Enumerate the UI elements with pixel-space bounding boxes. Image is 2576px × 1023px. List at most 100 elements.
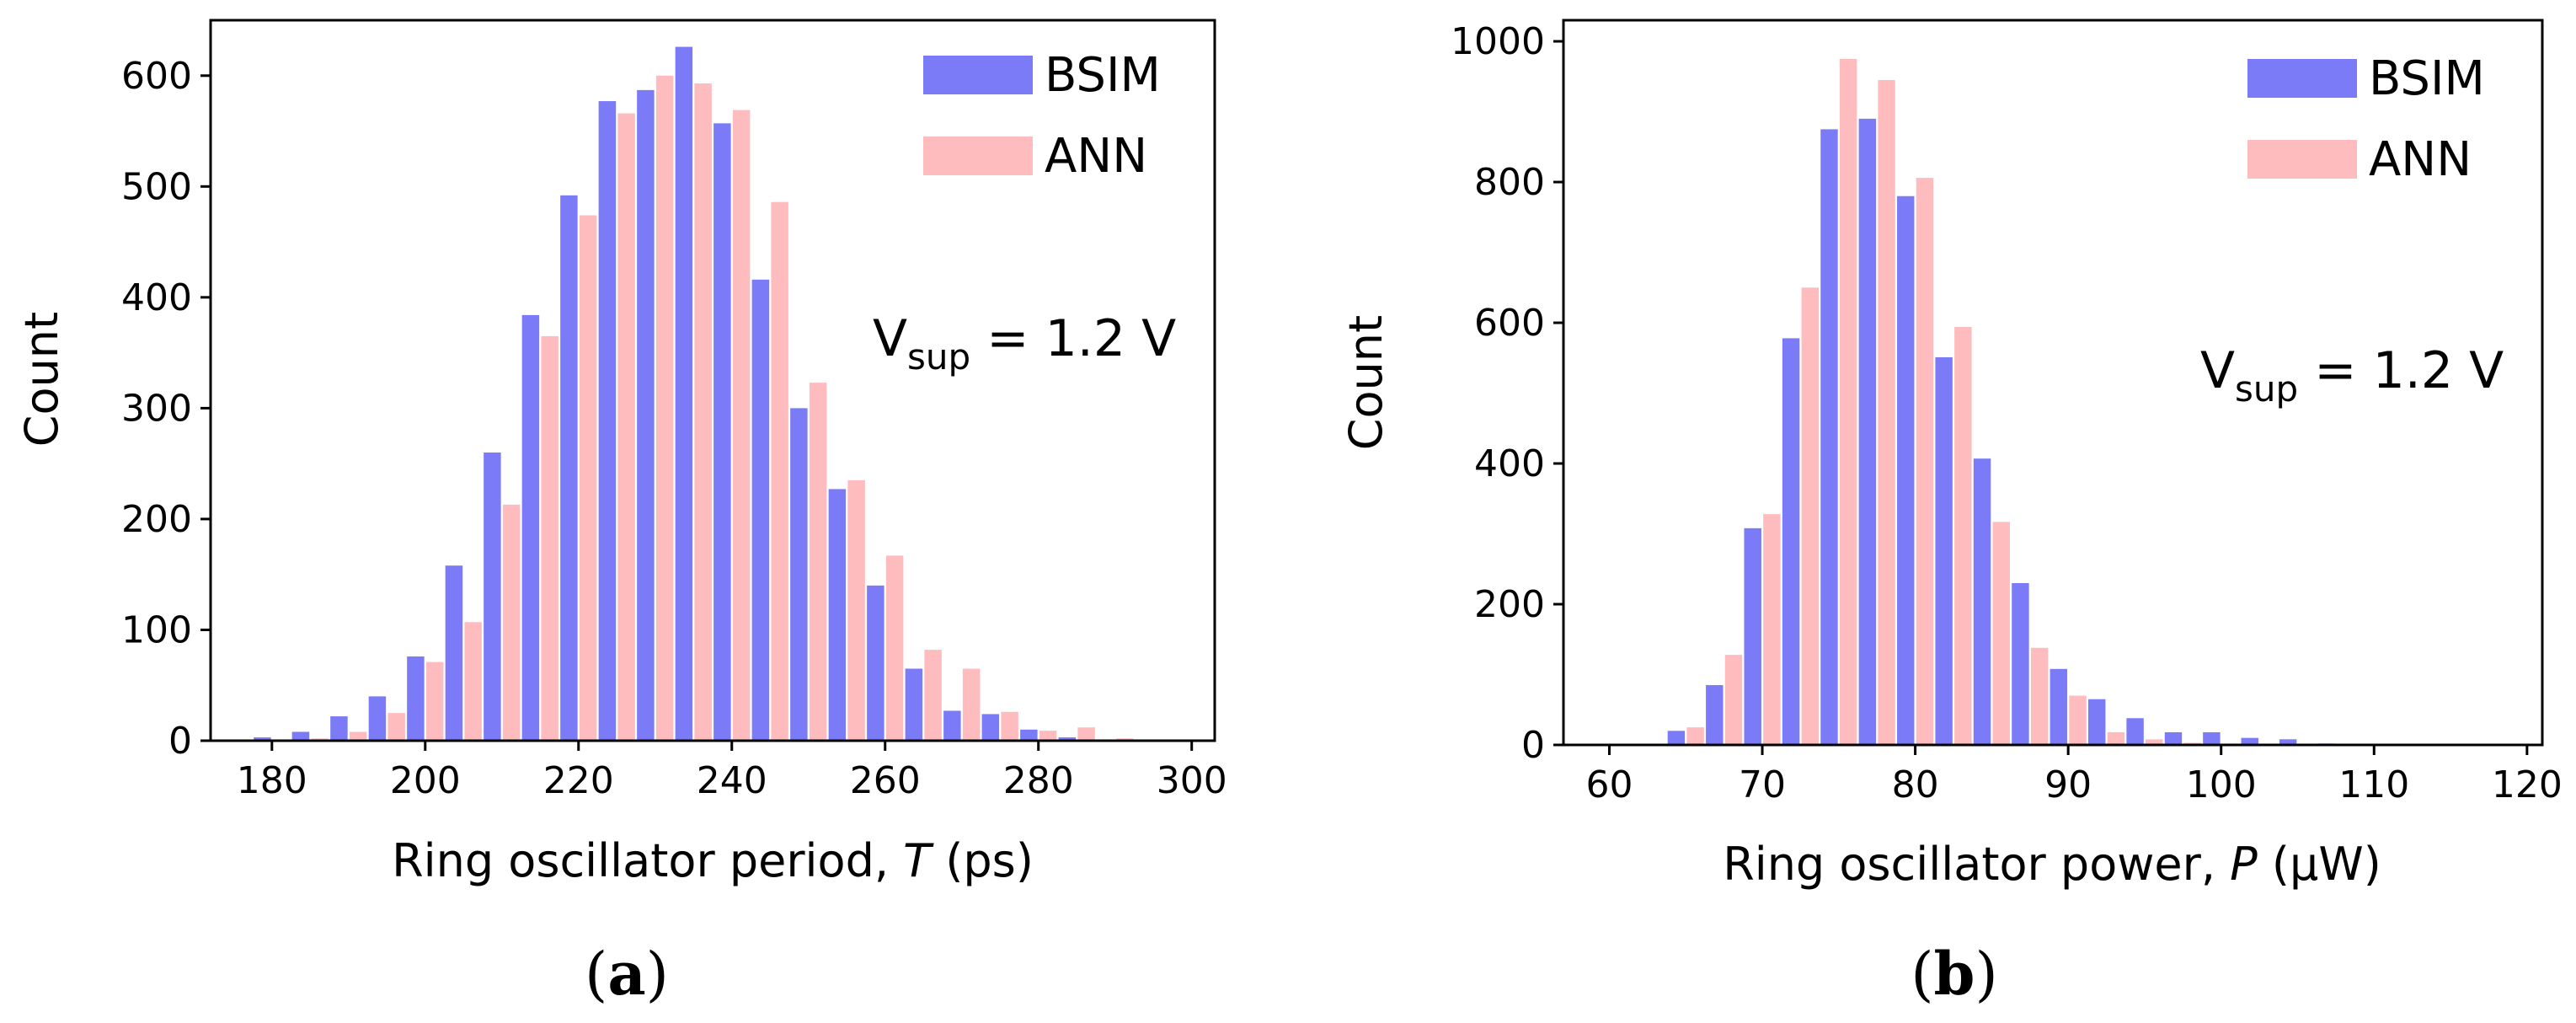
x-tick-label-a: 240 — [697, 759, 767, 802]
y-tick-label-b: 1000 — [1451, 20, 1545, 63]
bar-bsim-b — [1897, 195, 1915, 746]
y-tick-label-b: 200 — [1474, 583, 1545, 626]
bar-bsim-b — [1782, 338, 1800, 745]
bar-ann-a — [1077, 727, 1095, 741]
bar-bsim-a — [560, 195, 578, 742]
bar-ann-b — [2146, 739, 2163, 745]
legend-swatch-bsim-a — [923, 56, 1033, 94]
bar-bsim-a — [368, 696, 387, 741]
y-ticks-b: 0 200 400 600 800 1000 — [1451, 20, 1563, 767]
bar-bsim-a — [407, 656, 425, 741]
x-tick-label-a: 260 — [850, 759, 921, 802]
bar-ann-b — [1916, 178, 1934, 746]
bar-ann-a — [1001, 711, 1018, 741]
bar-ann-a — [502, 504, 521, 741]
bar-ann-a — [809, 383, 827, 741]
bar-bsim-a — [675, 46, 693, 742]
bar-ann-a — [962, 668, 981, 741]
y-tick-label-a: 200 — [121, 498, 192, 541]
bar-ann-a — [464, 622, 482, 741]
y-axis-label-b: Count — [1339, 315, 1392, 450]
x-tick-label-b: 90 — [2044, 763, 2092, 806]
bar-bsim-a — [905, 668, 923, 741]
legend-label-ann-a: ANN — [1045, 129, 1147, 184]
y-tick-label-a: 600 — [121, 55, 192, 98]
bar-ann-b — [1878, 79, 1895, 745]
bar-ann-a — [924, 650, 942, 741]
bar-bsim-b — [1935, 356, 1953, 745]
bar-bsim-a — [1058, 737, 1077, 741]
x-axis-label-b: Ring oscillator power, P (µW) — [1723, 838, 2381, 891]
legend-swatch-ann-b — [2247, 140, 2357, 179]
bar-ann-b — [2069, 695, 2087, 745]
bar-bsim-a — [484, 453, 501, 741]
bar-ann-b — [1763, 514, 1781, 745]
y-tick-label-a: 400 — [121, 276, 192, 319]
x-tick-label-b: 60 — [1585, 763, 1633, 806]
bar-bsim-a — [521, 314, 540, 741]
x-tick-label-a: 280 — [1003, 759, 1074, 802]
chart-a: 180 200 220 240 260 280 300 0 100 200 300 400 500 60… — [15, 19, 1227, 1009]
bar-bsim-b — [2203, 731, 2221, 745]
bar-bsim-b — [1706, 685, 1724, 745]
bar-ann-b — [1801, 287, 1819, 745]
y-tick-label-a: 500 — [121, 165, 192, 208]
y-tick-label-a: 0 — [168, 720, 192, 763]
bar-ann-a — [885, 555, 904, 741]
bar-ann-a — [387, 713, 405, 741]
bar-bsim-a — [828, 489, 847, 741]
annotation-a: Vsup = 1.2 V — [873, 309, 1176, 378]
x-tick-label-b: 70 — [1739, 763, 1786, 806]
bar-ann-a — [349, 731, 367, 741]
legend-swatch-ann-a — [923, 137, 1033, 175]
bar-ann-a — [771, 201, 788, 741]
bar-bsim-a — [943, 710, 961, 741]
x-tick-label-b: 110 — [2338, 763, 2409, 806]
legend-a: BSIM ANN — [923, 48, 1161, 184]
x-ticks-b: 60 70 80 90 100 110 120 — [1585, 745, 2563, 806]
bar-ann-a — [694, 83, 712, 741]
y-axis-label-a: Count — [15, 312, 68, 447]
bar-ann-b — [1992, 522, 2010, 745]
x-tick-label-b: 120 — [2492, 763, 2563, 806]
y-tick-label-b: 800 — [1474, 161, 1545, 204]
x-tick-label-b: 80 — [1892, 763, 1939, 806]
bar-bsim-a — [330, 716, 348, 741]
panel-label-a: (a) — [585, 939, 669, 1009]
bar-bsim-a — [1020, 729, 1038, 741]
bar-bsim-b — [2126, 718, 2144, 745]
bar-bsim-a — [598, 101, 617, 742]
x-tick-label-b: 100 — [2186, 763, 2257, 806]
bar-bsim-b — [2050, 668, 2068, 745]
bar-bsim-b — [1744, 528, 1761, 745]
bars-a — [254, 46, 1172, 742]
x-tick-label-a: 180 — [237, 759, 307, 802]
y-ticks-a: 0 100 200 300 400 500 600 — [121, 55, 211, 763]
bar-ann-a — [579, 215, 597, 741]
bar-ann-a — [1039, 731, 1057, 741]
legend-swatch-bsim-b — [2247, 59, 2357, 98]
bar-bsim-a — [751, 279, 770, 741]
panel-label-b: (b) — [1911, 939, 1998, 1009]
bar-bsim-a — [291, 731, 310, 741]
bar-ann-b — [1724, 655, 1743, 745]
bars-b — [1667, 58, 2335, 746]
bar-ann-a — [847, 479, 865, 741]
bar-ann-a — [541, 335, 558, 741]
y-tick-label-b: 400 — [1474, 442, 1545, 485]
y-tick-label-a: 300 — [121, 387, 192, 430]
bar-bsim-b — [2241, 737, 2258, 745]
bar-bsim-a — [637, 89, 655, 741]
bar-bsim-b — [2279, 739, 2297, 745]
bar-bsim-a — [981, 714, 1000, 741]
legend-label-bsim-b: BSIM — [2369, 51, 2485, 106]
bar-bsim-b — [1820, 129, 1838, 745]
bar-bsim-b — [2164, 731, 2183, 745]
bar-ann-a — [655, 75, 674, 742]
x-tick-label-a: 220 — [543, 759, 614, 802]
plot-frame-a — [209, 19, 1216, 742]
bar-bsim-a — [867, 585, 884, 741]
bar-ann-b — [2030, 647, 2049, 745]
bar-ann-a — [425, 661, 444, 741]
